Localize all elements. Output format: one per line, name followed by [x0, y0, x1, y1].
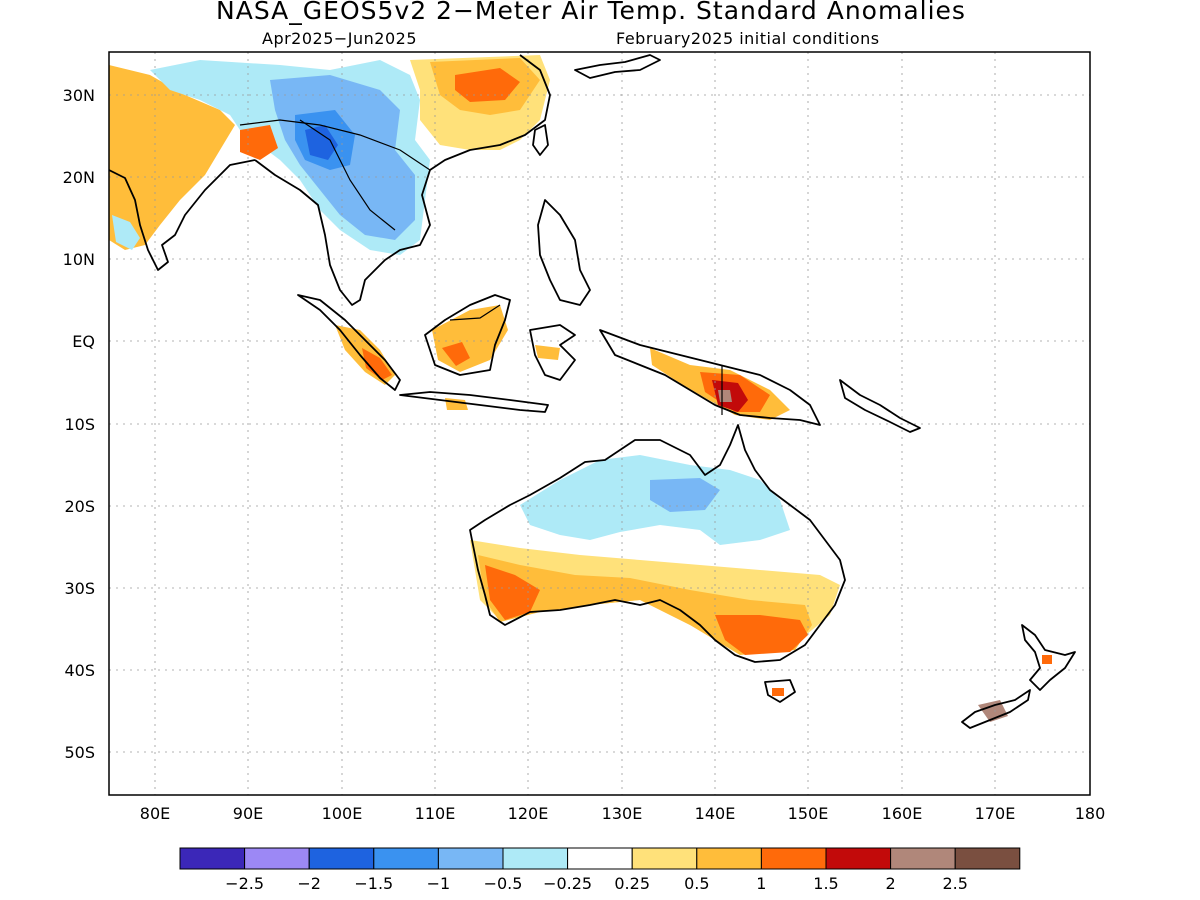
lat-tick-label: EQ — [72, 332, 95, 351]
colorbar: −2.5 −2 −1.5 −1 −0.5 −0.25 0.25 0.5 1 1.5 2 2.5 — [179, 847, 1021, 893]
graticule — [109, 52, 1090, 795]
colorbar-label: −0.5 — [484, 874, 523, 893]
coastline-sumatra — [297, 294, 401, 391]
colorbar-swatch — [502, 847, 569, 870]
coastline-java — [399, 391, 549, 413]
colorbar-label: 2 — [886, 874, 896, 893]
colorbar-swatch — [373, 847, 439, 870]
lat-tick-label: 20S — [64, 497, 95, 516]
coastline-sulawesi — [529, 324, 576, 381]
lon-tick-label: 80E — [140, 804, 170, 823]
warm-anomaly-borneo-peak — [442, 342, 470, 366]
cool-anomaly-indochina-peak — [305, 125, 338, 160]
lon-tick-label: 130E — [602, 804, 643, 823]
lon-tick-label: 110E — [415, 804, 456, 823]
coastline-tasmania — [764, 679, 796, 703]
coastline-borneo — [424, 294, 511, 376]
warm-anomaly-australia-southeast — [715, 615, 808, 655]
lat-tick-label: 30S — [64, 579, 95, 598]
lat-tick-label: 10N — [63, 250, 95, 269]
initial-conditions: February2025 initial conditions — [616, 29, 880, 48]
colorbar-swatch — [179, 847, 246, 870]
cool-anomaly-india-south — [112, 215, 140, 250]
forecast-period: Apr2025−Jun2025 — [262, 29, 418, 48]
warm-anomaly-sulawesi — [535, 345, 560, 360]
colorbar-swatch — [954, 847, 1021, 870]
lon-tick-label: 150E — [788, 804, 829, 823]
map-title: NASA_GEOS5v2 2−Meter Air Temp. Standard … — [216, 0, 966, 25]
colorbar-swatch — [760, 847, 827, 870]
colorbar-label: 0.25 — [614, 874, 650, 893]
colorbar-label: −1.5 — [354, 874, 393, 893]
colorbar-swatch — [308, 847, 375, 870]
warm-anomaly-new-guinea-max — [718, 390, 732, 402]
border-borneo — [449, 304, 501, 321]
warm-anomaly-tasmania — [772, 688, 784, 696]
lat-tick-label: 30N — [63, 86, 95, 105]
colorbar-label: 2.5 — [942, 874, 967, 893]
lat-tick-label: 50S — [64, 743, 95, 762]
warm-anomaly-australia-red — [485, 565, 540, 620]
warm-anomaly-borneo — [432, 305, 508, 372]
anomaly-field — [109, 55, 1052, 722]
border-indochina — [299, 119, 396, 231]
colorbar-label: −2 — [297, 874, 321, 893]
coastlines — [109, 54, 1076, 729]
colorbar-label: 0.5 — [684, 874, 709, 893]
border-china-south — [239, 119, 431, 171]
lat-tick-label: 40S — [64, 661, 95, 680]
lon-tick-label: 100E — [322, 804, 363, 823]
warm-anomaly-new-zealand-north — [1042, 655, 1052, 664]
colorbar-label: −0.25 — [543, 874, 592, 893]
lon-tick-label: 180 — [1075, 804, 1106, 823]
colorbar-swatch — [890, 847, 956, 870]
colorbar-swatch — [437, 847, 504, 870]
coastline-solomon-islands — [839, 379, 921, 433]
lon-tick-label: 120E — [508, 804, 549, 823]
warm-anomaly-himalaya — [240, 125, 278, 160]
colorbar-swatch — [825, 847, 892, 870]
lon-tick-label: 160E — [882, 804, 923, 823]
warm-anomaly-india — [109, 65, 235, 250]
colorbar-label: −1 — [427, 874, 451, 893]
colorbar-label: 1 — [756, 874, 766, 893]
coastline-new-zealand-north — [1021, 624, 1076, 691]
colorbar-swatch — [567, 847, 633, 870]
lat-tick-label: 20N — [63, 168, 95, 187]
coastline-indochina — [254, 54, 551, 306]
map-frame — [108, 51, 1091, 796]
coastline-japan — [574, 54, 661, 79]
lon-tick-label: 90E — [233, 804, 263, 823]
longitude-labels: 80E 90E 100E 110E 120E 130E 140E 150E 160E 170E 18… — [140, 804, 1106, 823]
coastline-india — [109, 159, 256, 271]
borders — [239, 119, 723, 415]
latitude-labels: 30N 20N 10N EQ 10S 20S 30S 40S 50S — [63, 86, 95, 762]
lon-tick-label: 140E — [695, 804, 736, 823]
cool-anomaly-australia-core — [650, 478, 720, 512]
coastline-new-guinea — [599, 329, 821, 426]
warm-anomaly-china-peak — [455, 68, 520, 102]
lat-tick-label: 10S — [64, 415, 95, 434]
warm-anomaly-sumatra-peak — [362, 348, 392, 380]
coastline-new-zealand-south — [961, 689, 1031, 729]
coastline-philippines — [537, 199, 591, 306]
lon-tick-label: 170E — [975, 804, 1016, 823]
colorbar-swatch — [631, 847, 698, 870]
colorbar-label: 1.5 — [813, 874, 838, 893]
colorbar-label: −2.5 — [225, 874, 264, 893]
colorbar-swatch — [244, 847, 310, 870]
warm-anomaly-java — [445, 398, 468, 410]
coastline-taiwan — [532, 124, 549, 156]
coastline-australia — [469, 424, 846, 663]
colorbar-swatch — [696, 847, 762, 870]
